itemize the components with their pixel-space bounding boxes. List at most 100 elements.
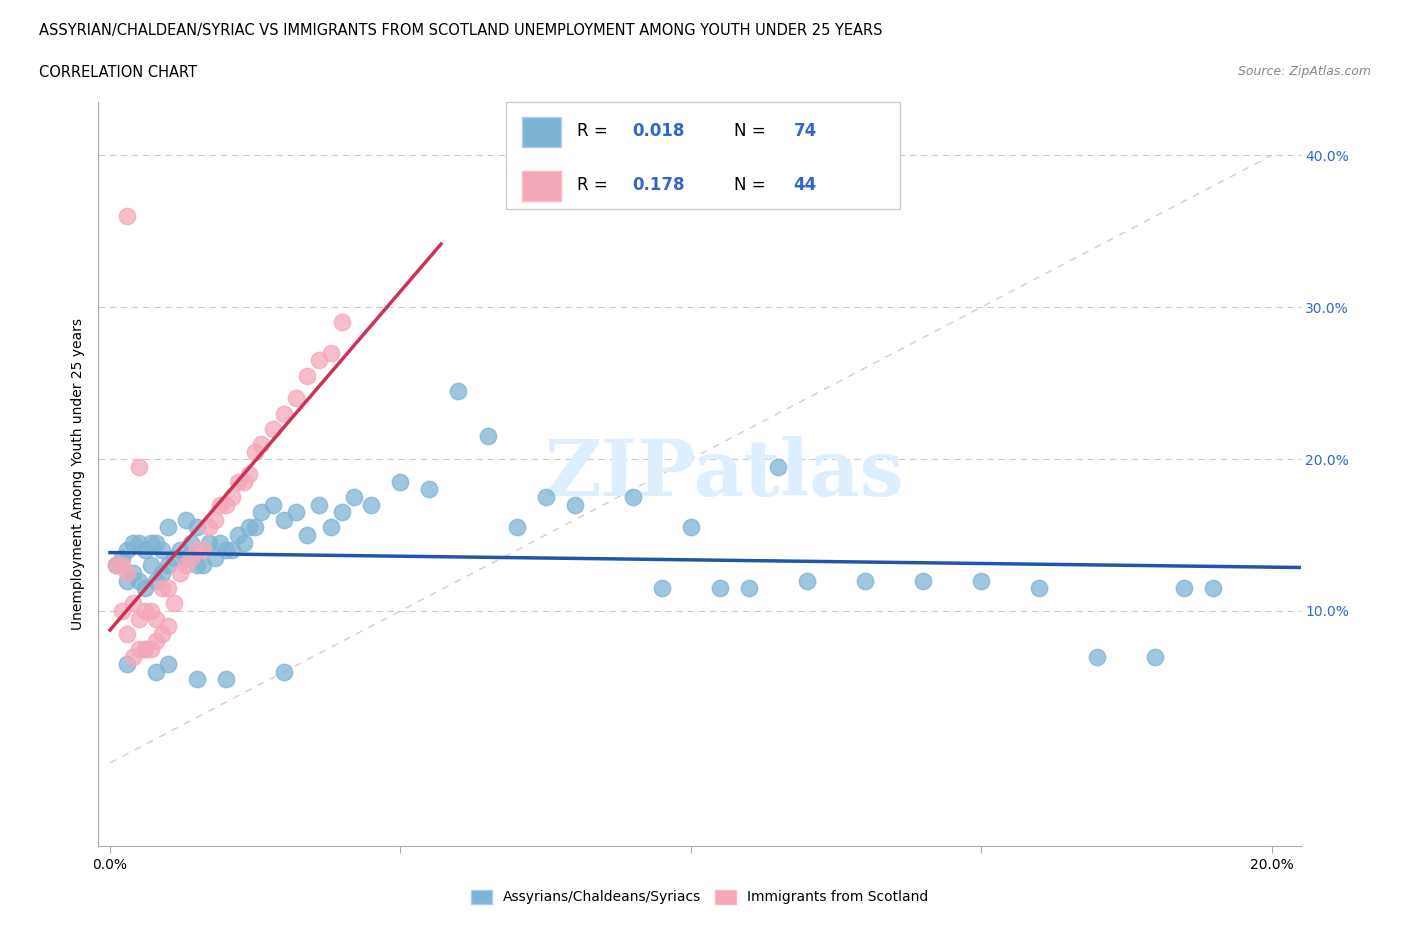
Point xyxy=(139,535,162,550)
Point xyxy=(104,558,127,573)
Text: ASSYRIAN/CHALDEAN/SYRIAC VS IMMIGRANTS FROM SCOTLAND UNEMPLOYMENT AMONG YOUTH UN: ASSYRIAN/CHALDEAN/SYRIAC VS IMMIGRANTS F… xyxy=(39,23,883,38)
Point xyxy=(330,315,353,330)
Point xyxy=(970,573,993,588)
Point xyxy=(139,604,162,618)
Point xyxy=(134,580,156,595)
Point xyxy=(111,604,134,618)
Point xyxy=(186,520,208,535)
Point xyxy=(111,558,134,573)
Point xyxy=(186,671,208,686)
Text: N =: N = xyxy=(734,176,772,193)
Point xyxy=(853,573,876,588)
Point xyxy=(221,489,243,504)
Point xyxy=(343,489,366,504)
Point xyxy=(273,512,295,527)
Point xyxy=(564,498,586,512)
Text: ZIPatlas: ZIPatlas xyxy=(544,436,903,512)
Point xyxy=(389,474,412,489)
Point xyxy=(163,551,186,565)
Point xyxy=(117,657,139,671)
Point xyxy=(145,573,167,588)
Point xyxy=(621,489,644,504)
Point xyxy=(180,535,202,550)
Point xyxy=(232,535,254,550)
Text: 0.018: 0.018 xyxy=(633,122,685,140)
Point xyxy=(145,634,167,649)
Text: 74: 74 xyxy=(793,122,817,140)
Point xyxy=(360,498,382,512)
Text: N =: N = xyxy=(734,122,772,140)
Point xyxy=(215,671,238,686)
Point xyxy=(232,474,254,489)
Point xyxy=(128,642,150,657)
Point xyxy=(250,505,273,520)
Point xyxy=(1173,580,1195,595)
Legend: Assyrians/Chaldeans/Syriacs, Immigrants from Scotland: Assyrians/Chaldeans/Syriacs, Immigrants … xyxy=(465,884,934,910)
Point xyxy=(134,604,156,618)
Point xyxy=(245,520,267,535)
Point xyxy=(150,565,173,580)
Point xyxy=(169,565,191,580)
Point xyxy=(128,535,150,550)
Point xyxy=(273,406,295,421)
FancyBboxPatch shape xyxy=(522,171,561,201)
Point xyxy=(1144,649,1167,664)
Point xyxy=(122,649,145,664)
Point xyxy=(297,368,319,383)
Point xyxy=(186,543,208,558)
FancyBboxPatch shape xyxy=(522,117,561,147)
Point xyxy=(163,596,186,611)
Y-axis label: Unemployment Among Youth under 25 years: Unemployment Among Youth under 25 years xyxy=(72,318,86,631)
Text: 44: 44 xyxy=(793,176,817,193)
Point xyxy=(117,565,139,580)
Point xyxy=(534,489,557,504)
Point xyxy=(226,527,249,542)
Point xyxy=(104,558,127,573)
Text: Source: ZipAtlas.com: Source: ZipAtlas.com xyxy=(1237,65,1371,78)
Text: R =: R = xyxy=(576,122,613,140)
Point xyxy=(651,580,673,595)
Point xyxy=(215,543,238,558)
Point xyxy=(319,520,342,535)
Point xyxy=(117,543,139,558)
Point xyxy=(117,208,139,223)
Point xyxy=(1085,649,1108,664)
Point xyxy=(145,664,167,679)
Point xyxy=(215,498,238,512)
Point xyxy=(174,558,197,573)
Point xyxy=(1202,580,1225,595)
Point xyxy=(191,543,214,558)
Point xyxy=(145,611,167,626)
Text: 0.178: 0.178 xyxy=(633,176,685,193)
Point xyxy=(117,626,139,641)
Point xyxy=(505,520,527,535)
Point xyxy=(238,520,260,535)
Point xyxy=(174,551,197,565)
Point xyxy=(111,551,134,565)
Point xyxy=(128,459,150,474)
Text: CORRELATION CHART: CORRELATION CHART xyxy=(39,65,197,80)
Point xyxy=(122,565,145,580)
Point xyxy=(273,664,295,679)
Point xyxy=(209,535,232,550)
Point xyxy=(766,459,789,474)
Point xyxy=(150,580,173,595)
Point xyxy=(122,535,145,550)
Point xyxy=(157,580,180,595)
Point xyxy=(169,543,191,558)
Point xyxy=(204,512,226,527)
Point xyxy=(245,445,267,459)
Point xyxy=(709,580,731,595)
Point xyxy=(180,551,202,565)
Point xyxy=(1028,580,1050,595)
Point xyxy=(308,498,330,512)
Text: R =: R = xyxy=(576,176,613,193)
Point xyxy=(447,383,470,398)
Point xyxy=(191,558,214,573)
Point xyxy=(262,421,284,436)
Point xyxy=(477,429,499,444)
Point xyxy=(912,573,935,588)
Point xyxy=(796,573,818,588)
Point xyxy=(284,505,307,520)
Point xyxy=(174,512,197,527)
